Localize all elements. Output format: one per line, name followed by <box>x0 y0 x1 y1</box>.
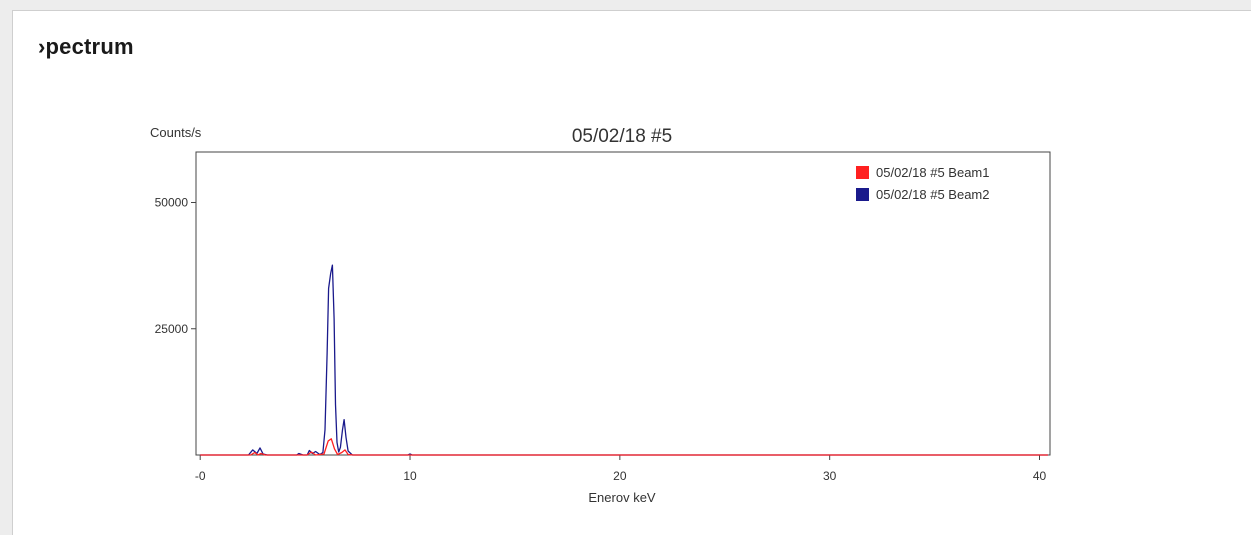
x-tick-label: 40 <box>1033 469 1047 483</box>
y-axis-label: Counts/s <box>150 125 202 140</box>
legend-swatch <box>856 188 869 201</box>
x-tick-label: 20 <box>613 469 627 483</box>
legend-swatch <box>856 166 869 179</box>
x-tick-label: 30 <box>823 469 837 483</box>
legend-label: 05/02/18 #5 Beam1 <box>876 165 989 180</box>
series-layer <box>200 264 1048 456</box>
y-tick-label: 25000 <box>155 322 189 336</box>
x-tick-label: 10 <box>403 469 417 483</box>
plot-area <box>195 151 1051 456</box>
series-line-beam1 <box>200 438 1048 456</box>
axis-ticks: -0 10 20 30 40 25000 50000 <box>155 196 1047 484</box>
legend-label: 05/02/18 #5 Beam2 <box>876 187 989 202</box>
section-title: ›pectrum <box>38 34 134 59</box>
legend: 05/02/18 #5 Beam1 05/02/18 #5 Beam2 <box>856 165 989 202</box>
chart-title: 05/02/18 #5 <box>572 126 672 147</box>
y-tick-label: 50000 <box>155 196 189 210</box>
x-axis-label: Enerov keV <box>588 490 656 505</box>
x-tick-label: -0 <box>195 469 206 483</box>
